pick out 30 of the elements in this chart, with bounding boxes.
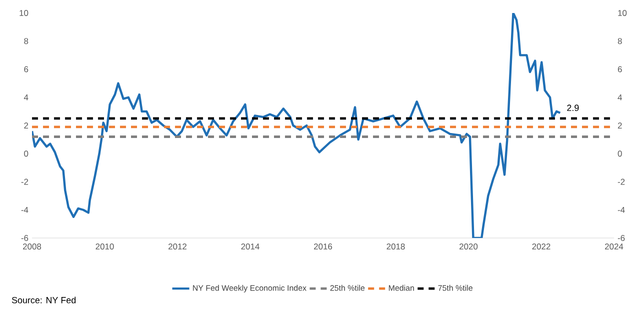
y2-tick-label: 8 — [618, 38, 622, 44]
y-tick-label: 10 — [20, 10, 28, 16]
x-tick-label: 2022 — [532, 244, 550, 250]
x-tick-label: 2020 — [460, 244, 478, 250]
y-tick-label: 0 — [24, 150, 28, 157]
x-tick-label: 2010 — [96, 244, 114, 250]
line-series — [32, 13, 562, 238]
y2-tick-label: 10 — [618, 10, 627, 16]
x-tick-label: 2012 — [168, 244, 186, 250]
y2-tick-label: -2 — [618, 178, 625, 185]
y-tick-label: 8 — [24, 38, 28, 44]
y-tick-label: -6 — [21, 235, 28, 241]
y2-tick-label: 6 — [618, 66, 622, 72]
y-tick-label: -4 — [21, 206, 28, 213]
x-tick-label: 2018 — [386, 244, 405, 250]
y-tick-label: 2 — [24, 122, 28, 128]
y2-tick-label: 2 — [618, 122, 622, 128]
y2-tick-label: 4 — [618, 94, 622, 100]
y-tick-label: 4 — [24, 94, 28, 100]
y-tick-label: -2 — [21, 178, 28, 185]
y-tick-label: 6 — [24, 66, 28, 72]
x-tick-label: 2008 — [23, 244, 42, 250]
x-tick-label: 2016 — [314, 244, 332, 250]
y2-tick-label: 0 — [618, 150, 622, 157]
y2-tick-label: -6 — [618, 235, 625, 241]
x-tick-label: 2024 — [605, 244, 624, 250]
y2-tick-label: -4 — [618, 206, 625, 213]
annotation: 2.9 — [567, 104, 579, 112]
source-note: Source: NY Fed — [12, 296, 76, 304]
x-tick-label: 2014 — [241, 244, 260, 250]
